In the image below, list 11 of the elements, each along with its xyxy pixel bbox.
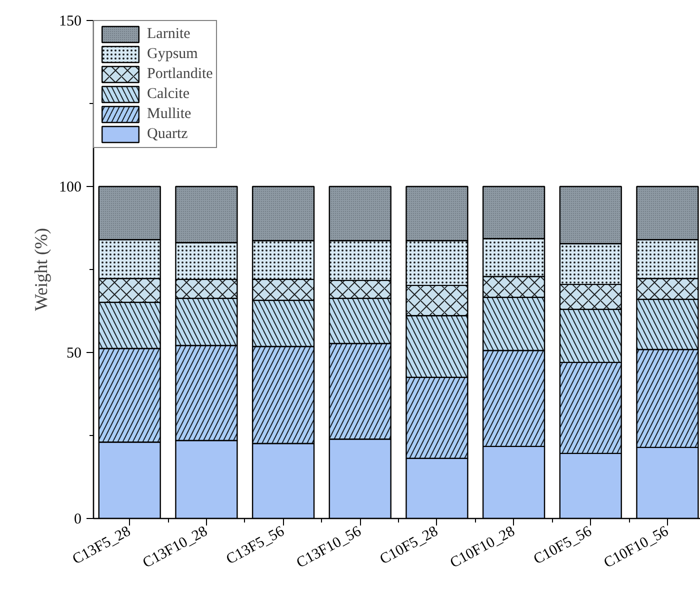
y-tick-label: 0 xyxy=(74,512,82,528)
legend-label: Portlandite xyxy=(147,64,213,84)
y-tick-label: 50 xyxy=(66,346,82,362)
legend-label: Mullite xyxy=(147,104,192,124)
legend-label: Quartz xyxy=(147,124,188,144)
legend-label: Larnite xyxy=(147,24,190,44)
y-tick-label: 150 xyxy=(59,14,82,30)
y-axis-title: Weight (%) xyxy=(31,228,51,312)
legend-label: Gypsum xyxy=(147,44,198,64)
y-tick-label: 100 xyxy=(59,180,82,196)
legend-label: Calcite xyxy=(147,84,190,104)
